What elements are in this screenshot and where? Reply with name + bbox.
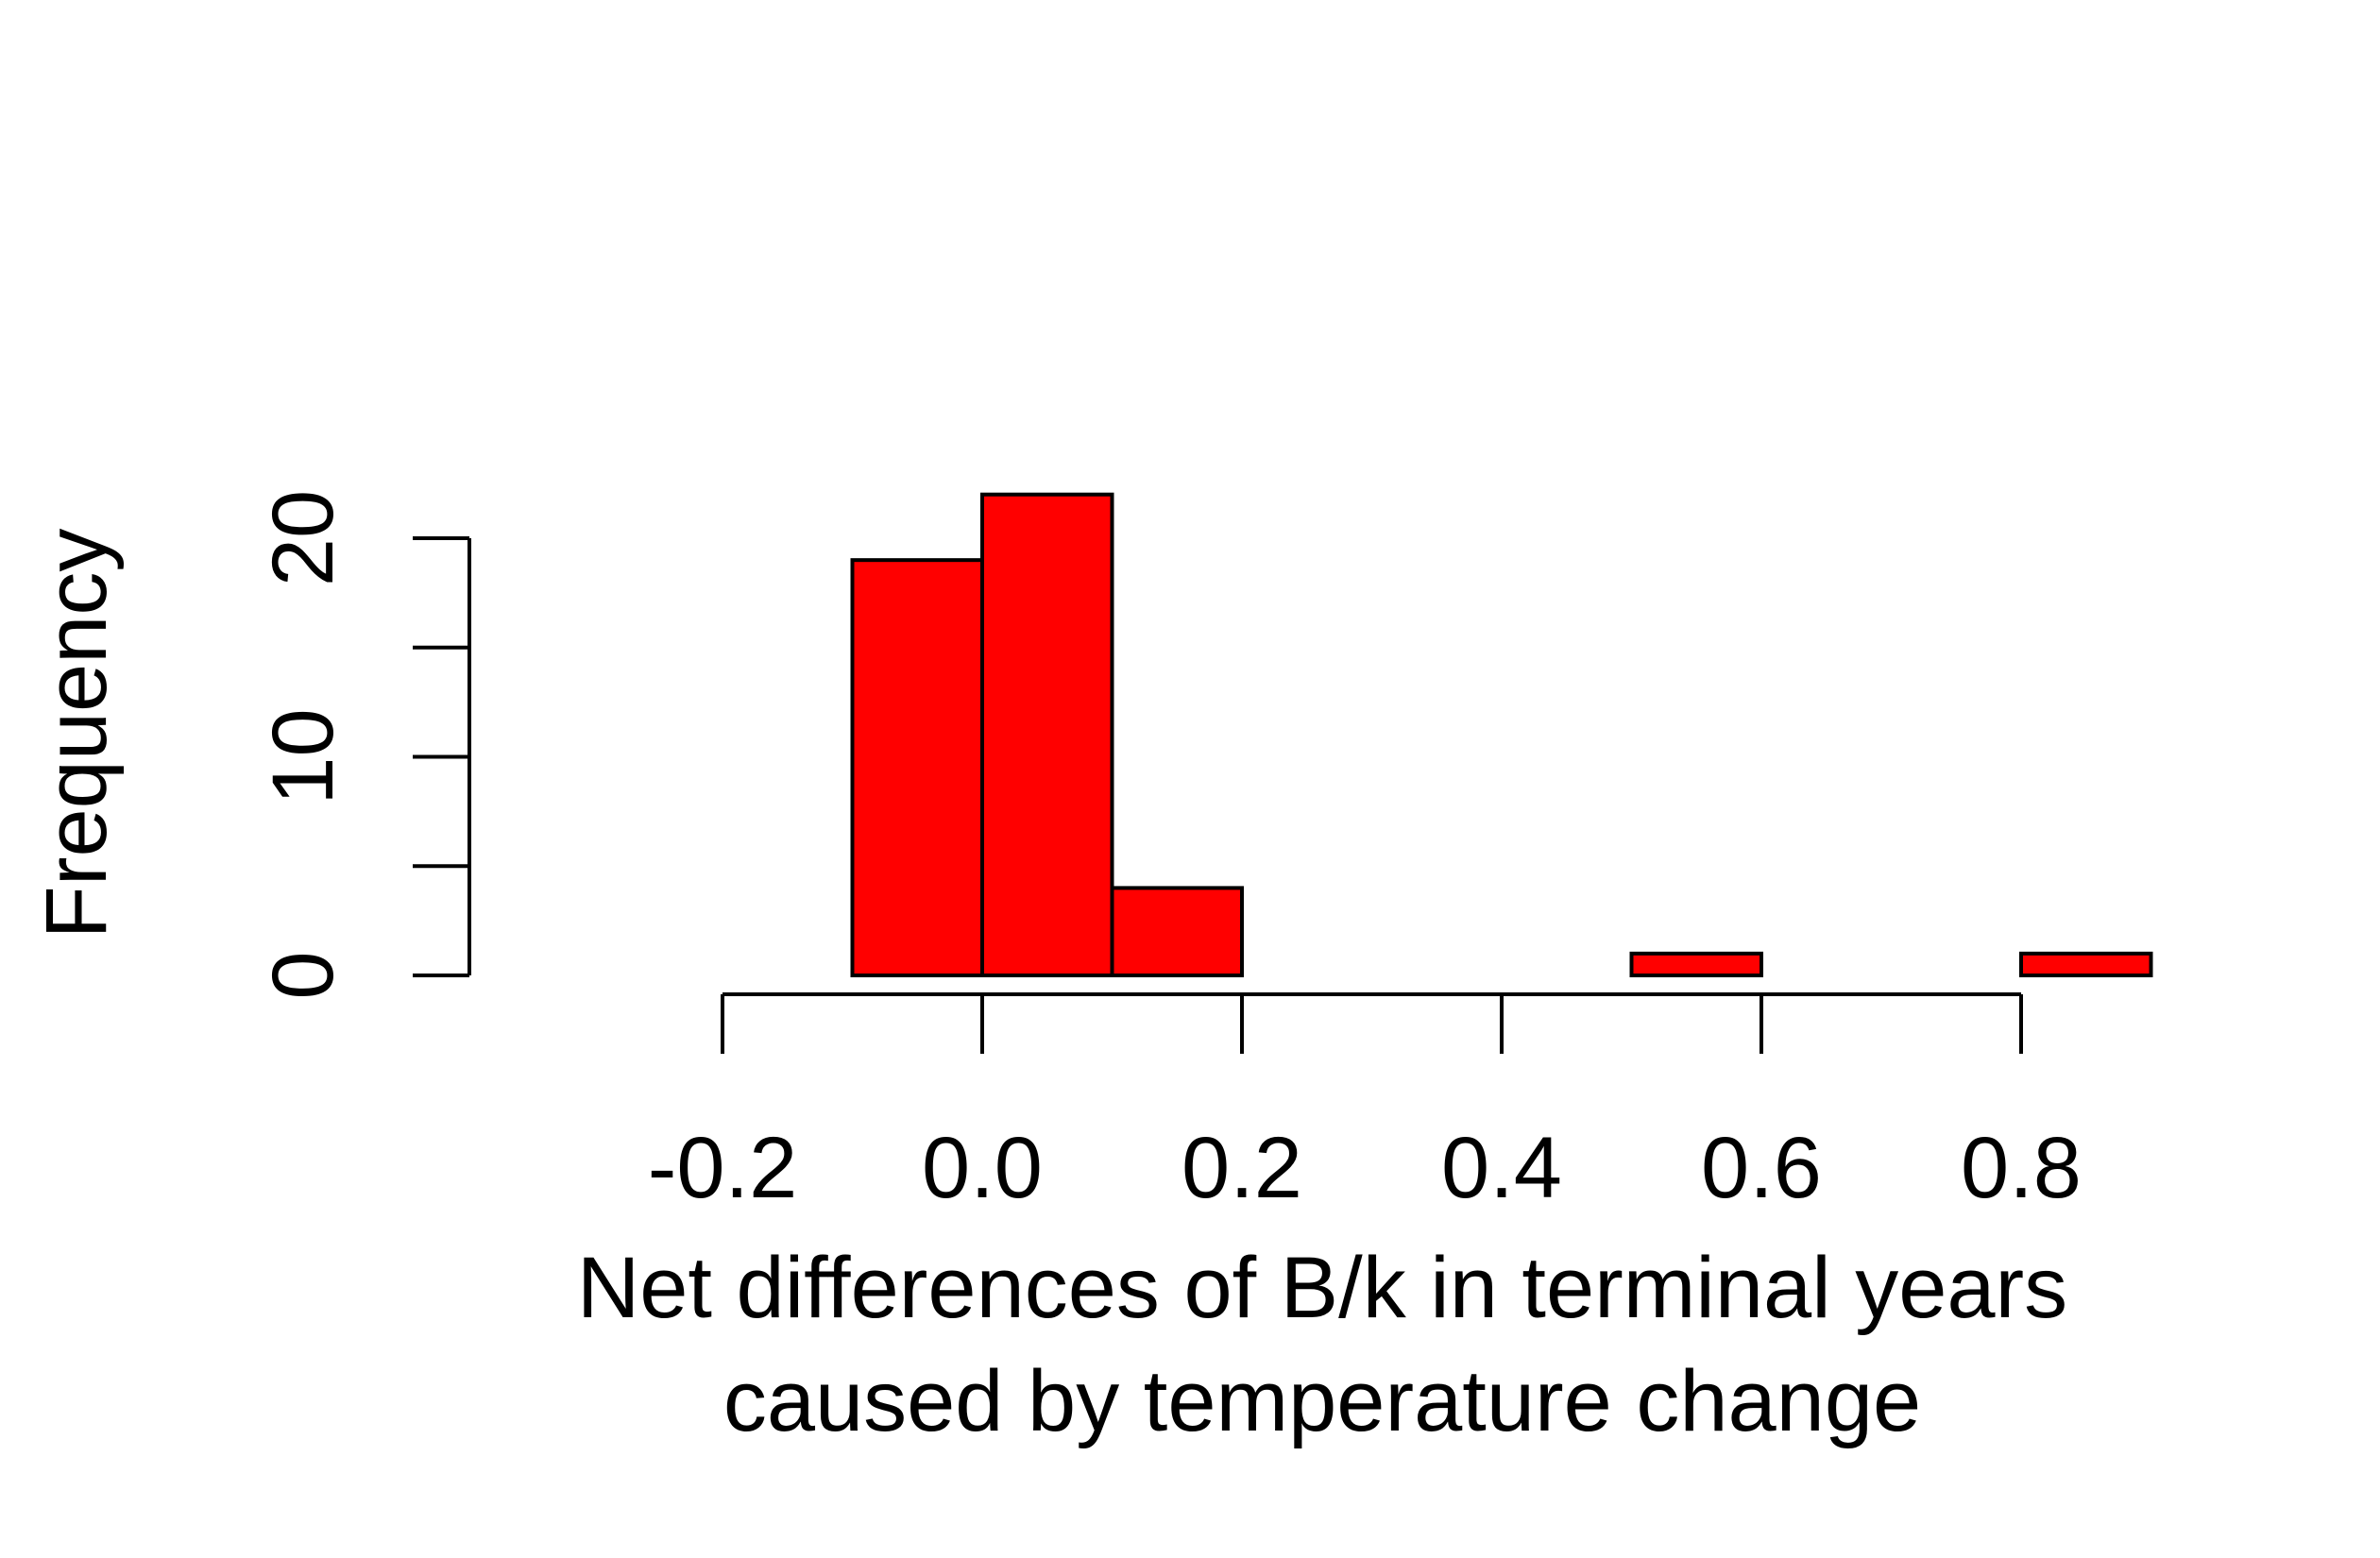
histogram-bar: [850, 558, 984, 978]
x-tick-label: 0.6: [1701, 1120, 1822, 1216]
x-tick-label: 0.2: [1182, 1120, 1302, 1216]
x-axis: -0.2 0.0 0.2 0.4 0.6 0.8: [648, 992, 2082, 1216]
x-axis-title-line-2: caused by temperature change: [723, 1353, 1921, 1449]
x-tick-label: 0.8: [1961, 1120, 2082, 1216]
histogram-bar: [2019, 951, 2153, 977]
histogram-bar: [1110, 886, 1244, 978]
y-tick-label: 10: [255, 708, 351, 804]
x-tick-label: -0.2: [648, 1120, 798, 1216]
y-axis: 0 10 20: [255, 490, 471, 1000]
y-axis-title: Frequency: [28, 529, 125, 940]
histogram-bar: [980, 492, 1114, 977]
x-tick-label: 0.4: [1441, 1120, 1562, 1216]
x-axis-title-line-1: Net differences of B/k in terminal years: [577, 1240, 2067, 1336]
histogram-bar: [1629, 951, 1763, 977]
y-tick-label: 20: [255, 490, 351, 586]
bars-layer: [850, 492, 2153, 978]
x-tick-label: 0.0: [922, 1120, 1043, 1216]
y-tick-label: 0: [255, 951, 351, 999]
